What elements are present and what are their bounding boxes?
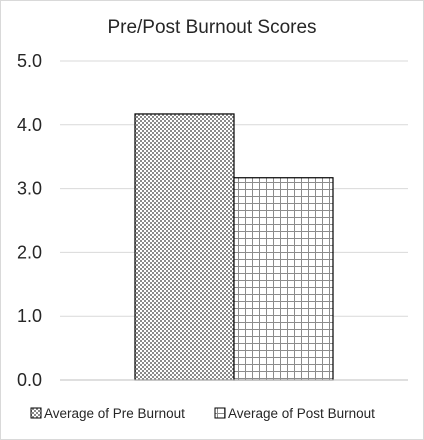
y-tick-label: 0.0 [17,370,42,390]
legend-label: Average of Post Burnout [228,406,375,421]
legend: Average of Pre Burnout Average of Post Bu… [30,406,375,421]
y-tick-label: 4.0 [17,115,42,135]
y-tick-label: 1.0 [17,306,42,326]
legend-swatch [214,407,226,419]
bar [233,177,334,381]
y-tick-label: 2.0 [17,242,42,262]
bars [134,113,334,381]
legend-label: Average of Pre Burnout [44,406,185,421]
legend-swatch [30,407,42,419]
y-axis-ticks: 0.0 1.0 2.0 3.0 4.0 5.0 [17,51,42,390]
chart-title: Pre/Post Burnout Scores [107,17,316,38]
y-tick-label: 5.0 [17,51,42,71]
bar [134,113,235,381]
y-tick-label: 3.0 [17,179,42,199]
